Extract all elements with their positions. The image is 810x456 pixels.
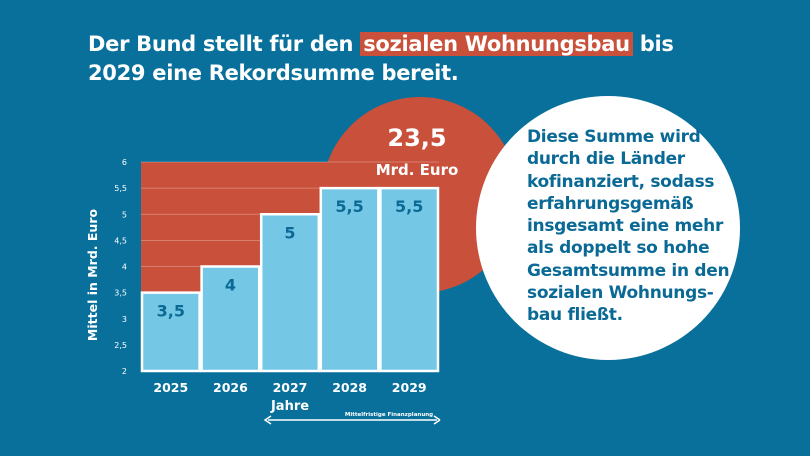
bar: [259, 213, 321, 373]
info-line: als doppelt so hohe: [527, 238, 710, 259]
y-tick-label: 4,5: [114, 236, 127, 245]
bar: [379, 186, 440, 373]
y-tick-label: 6: [122, 158, 127, 167]
bar: [140, 291, 201, 373]
y-tick-label: 3: [122, 315, 127, 324]
bar-value-label: 5,5: [335, 197, 363, 216]
info-line: durch die Länder: [527, 149, 685, 170]
headline-highlight: sozialen Wohnungsbau: [360, 32, 633, 56]
info-line: Diese Summe wird: [527, 127, 701, 147]
headline: Der Bund stellt für den sozialen Wohnung…: [88, 30, 728, 88]
bar-value-label: 3,5: [157, 302, 185, 321]
x-tick-label: 2026: [213, 380, 248, 395]
bar: [319, 186, 380, 373]
info-text: Diese Summe wird durch die Länder kofinanz…: [527, 126, 730, 327]
annotation-label: Mittelfristige Finanzplanung: [345, 412, 433, 418]
bar-value-label: 5,5: [395, 197, 423, 216]
x-tick-label: 2027: [273, 380, 308, 395]
y-axis-label: Mittel in Mrd. Euro: [85, 209, 100, 342]
x-tick-label: 2028: [332, 380, 367, 395]
y-tick-label: 4: [122, 263, 127, 272]
y-tick-label: 5,5: [114, 184, 127, 193]
info-line: kofinanziert, sodass: [527, 171, 715, 192]
arrow-right-icon: [433, 415, 441, 425]
info-line: bau fließt.: [527, 305, 623, 326]
y-tick-label: 2,5: [114, 341, 127, 350]
x-tick-label: 2029: [392, 380, 427, 395]
info-line: erfahrungsgemäß: [527, 193, 694, 214]
headline-start: Der Bund stellt für den: [88, 32, 354, 56]
total-value: 23,5: [387, 124, 446, 152]
bar-value-label: 5: [284, 223, 295, 242]
arrow-left-icon: [263, 415, 272, 425]
info-circle: [476, 96, 740, 360]
y-tick-label: 2: [122, 367, 127, 376]
headline-end: bis 2029 eine Rekordsumme bereit.: [88, 32, 674, 85]
bar-value-label: 4: [225, 276, 236, 295]
y-tick-label: 5: [122, 210, 127, 219]
total-unit: Mrd. Euro: [376, 161, 459, 179]
bar: [200, 265, 261, 373]
info-line: insgesamt eine mehr: [527, 216, 724, 237]
info-line: sozialen Wohnungs-: [527, 283, 714, 304]
x-tick-label: 2025: [153, 380, 188, 395]
y-tick-label: 3,5: [114, 289, 127, 298]
info-line: Gesamtsumme in den: [527, 260, 730, 281]
x-axis-label: Jahre: [270, 399, 309, 414]
